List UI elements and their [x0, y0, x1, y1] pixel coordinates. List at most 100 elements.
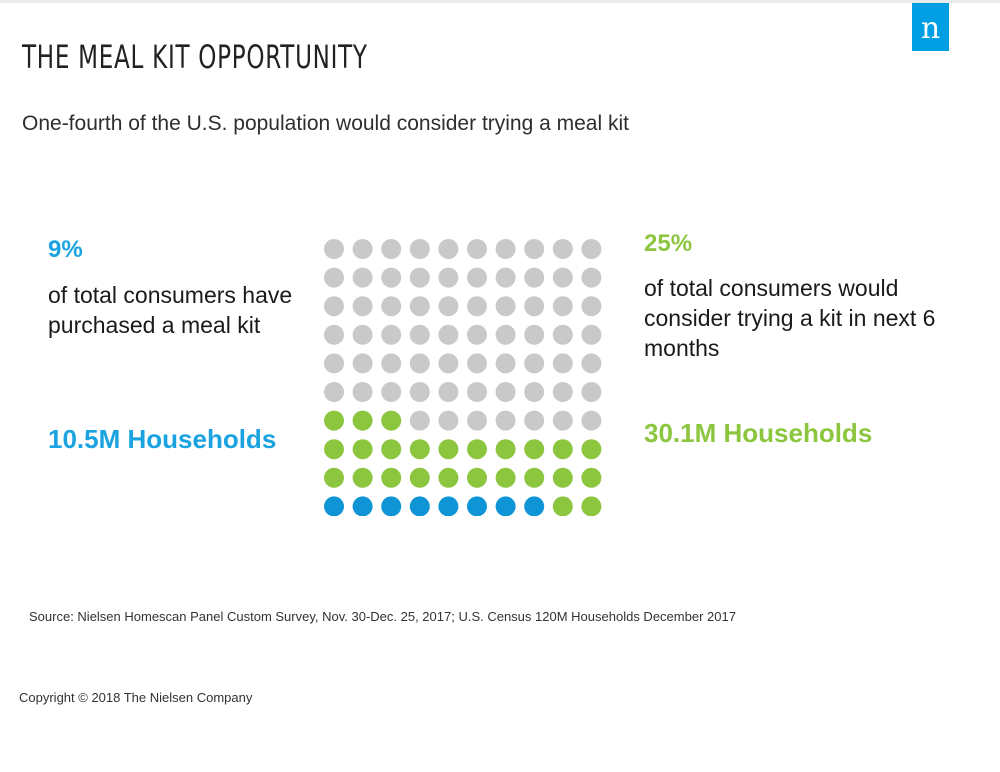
waffle-dot-purchased	[438, 496, 459, 516]
waffle-dot-other	[467, 410, 487, 431]
waffle-dot-other	[438, 382, 459, 402]
waffle-dot-other	[438, 239, 459, 259]
waffle-dot-other	[352, 267, 373, 288]
waffle-dot-other	[552, 324, 573, 345]
waffle-dot-other	[552, 382, 573, 402]
waffle-dot-other	[495, 296, 516, 317]
waffle-dot-other	[438, 353, 459, 374]
waffle-dot-other	[409, 382, 430, 402]
waffle-dot-other	[552, 410, 573, 431]
waffle-dot-other	[352, 353, 373, 374]
waffle-dot-other	[324, 267, 344, 288]
waffle-dot-would_consider	[409, 467, 430, 488]
waffle-dot-other	[381, 239, 402, 259]
waffle-dot-would_consider	[352, 467, 373, 488]
waffle-dot-would_consider	[581, 467, 602, 488]
waffle-dot-other	[381, 296, 402, 317]
waffle-dot-other	[467, 382, 487, 402]
waffle-dot-would_consider	[381, 439, 402, 460]
waffle-dot-would_consider	[324, 439, 344, 460]
waffle-dot-other	[438, 410, 459, 431]
waffle-dot-other	[381, 267, 402, 288]
waffle-dot-other	[381, 382, 402, 402]
source-note: Source: Nielsen Homescan Panel Custom Su…	[29, 609, 736, 624]
waffle-dot-purchased	[381, 496, 402, 516]
waffle-dot-other	[324, 239, 344, 259]
waffle-dot-would_consider	[552, 439, 573, 460]
waffle-dot-other	[495, 410, 516, 431]
waffle-dot-other	[495, 239, 516, 259]
waffle-dot-would_consider	[352, 439, 373, 460]
copyright-note: Copyright © 2018 The Nielsen Company	[19, 690, 253, 705]
waffle-dot-other	[524, 382, 545, 402]
waffle-dot-other	[524, 324, 545, 345]
waffle-dot-other	[324, 353, 344, 374]
waffle-dot-other	[552, 267, 573, 288]
waffle-dot-other	[524, 410, 545, 431]
consider-households: 30.1M Households	[644, 418, 873, 448]
waffle-dot-purchased	[495, 496, 516, 516]
waffle-dot-other	[552, 239, 573, 259]
purchased-description: of total consumers have purchased a meal…	[48, 282, 293, 338]
waffle-dot-other	[495, 382, 516, 402]
waffle-dot-purchased	[352, 496, 373, 516]
waffle-dot-other	[352, 296, 373, 317]
waffle-dot-other	[581, 410, 602, 431]
waffle-dot-other	[524, 296, 545, 317]
waffle-dot-other	[524, 267, 545, 288]
waffle-dot-would_consider	[495, 439, 516, 460]
waffle-dot-would_consider	[352, 410, 373, 431]
waffle-dot-other	[581, 353, 602, 374]
waffle-dot-other	[381, 353, 402, 374]
waffle-dot-other	[467, 267, 487, 288]
page-subtitle: One-fourth of the U.S. population would …	[22, 112, 629, 135]
waffle-dot-other	[467, 353, 487, 374]
waffle-dot-other	[524, 239, 545, 259]
waffle-dot-would_consider	[467, 467, 487, 488]
waffle-dot-other	[324, 382, 344, 402]
page-title: THE MEAL KIT OPPORTUNITY	[22, 38, 368, 76]
waffle-dot-other	[409, 353, 430, 374]
waffle-dot-other	[552, 353, 573, 374]
waffle-dot-other	[352, 239, 373, 259]
waffle-dot-other	[524, 353, 545, 374]
waffle-dot-other	[581, 267, 602, 288]
waffle-chart	[324, 239, 602, 516]
waffle-dot-other	[581, 324, 602, 345]
waffle-dot-other	[467, 324, 487, 345]
waffle-dot-would_consider	[552, 496, 573, 516]
waffle-dot-other	[352, 324, 373, 345]
waffle-dot-purchased	[409, 496, 430, 516]
waffle-dot-would_consider	[381, 410, 402, 431]
waffle-dot-other	[581, 239, 602, 259]
waffle-dot-other	[467, 239, 487, 259]
waffle-dot-would_consider	[524, 439, 545, 460]
consider-percent: 25%	[644, 230, 693, 257]
waffle-dot-other	[467, 296, 487, 317]
waffle-dot-purchased	[467, 496, 487, 516]
waffle-dot-would_consider	[524, 467, 545, 488]
waffle-dot-would_consider	[581, 496, 602, 516]
waffle-dot-would_consider	[467, 439, 487, 460]
waffle-dot-other	[352, 382, 373, 402]
waffle-dot-would_consider	[438, 439, 459, 460]
waffle-dot-other	[324, 296, 344, 317]
waffle-dot-other	[438, 296, 459, 317]
waffle-dot-other	[381, 324, 402, 345]
waffle-dot-other	[324, 324, 344, 345]
waffle-dot-purchased	[324, 496, 344, 516]
waffle-dot-would_consider	[495, 467, 516, 488]
waffle-dot-other	[409, 267, 430, 288]
purchased-households: 10.5M Households	[48, 424, 277, 454]
waffle-dot-other	[409, 324, 430, 345]
waffle-dot-other	[409, 410, 430, 431]
waffle-dot-would_consider	[324, 410, 344, 431]
waffle-dot-other	[409, 239, 430, 259]
waffle-dot-other	[552, 296, 573, 317]
waffle-dot-other	[581, 382, 602, 402]
waffle-dot-other	[438, 267, 459, 288]
nielsen-logo: n	[912, 3, 949, 51]
consider-description: of total consumers would consider trying…	[644, 275, 936, 361]
waffle-dot-other	[438, 324, 459, 345]
